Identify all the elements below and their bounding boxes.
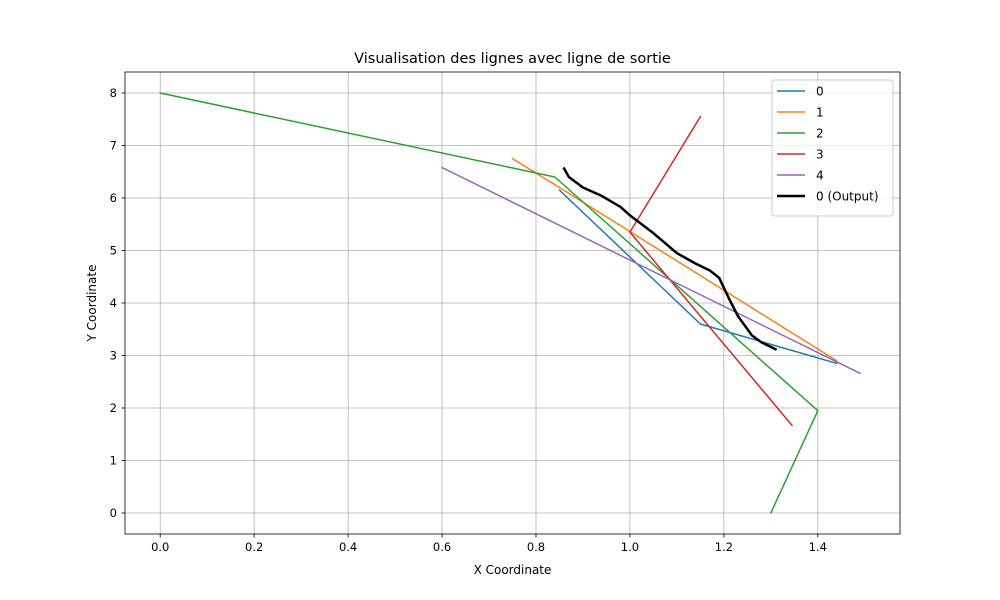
- y-tick-label: 4: [110, 296, 117, 310]
- legend-label-0: 0: [816, 85, 824, 99]
- legend: 0 1 2 3 4 0 (Output): [771, 79, 894, 217]
- series-line-3: [629, 115, 794, 427]
- x-tick-label: 0.8: [527, 540, 545, 554]
- y-tick-label: 0: [110, 506, 117, 520]
- legend-label-4: 4: [816, 169, 824, 183]
- series-line-0: [558, 189, 838, 365]
- legend-label-2: 2: [816, 127, 824, 141]
- x-axis-ticks: 0.0 0.2 0.4 0.6 0.8 1.0 1.2 1.4: [151, 534, 827, 554]
- series-group: [159, 92, 862, 514]
- legend-label-1: 1: [816, 106, 824, 120]
- legend-label-5: 0 (Output): [816, 190, 879, 204]
- y-tick-label: 3: [110, 349, 117, 363]
- series-line-1: [511, 157, 838, 362]
- x-tick-label: 0.4: [339, 540, 357, 554]
- x-tick-label: 1.2: [715, 540, 733, 554]
- legend-label-3: 3: [816, 148, 824, 162]
- y-tick-label: 1: [110, 454, 117, 468]
- y-axis-ticks: 0 1 2 3 4 5 6 7 8: [110, 86, 125, 520]
- y-axis-label: Y Coordinate: [85, 265, 99, 343]
- legend-box: [771, 79, 894, 217]
- y-tick-label: 8: [110, 86, 117, 100]
- x-tick-label: 0.0: [151, 540, 169, 554]
- x-tick-label: 1.4: [809, 540, 827, 554]
- series-line-5: [562, 166, 778, 351]
- x-tick-label: 0.6: [433, 540, 451, 554]
- y-tick-label: 7: [110, 139, 117, 153]
- chart-title: Visualisation des lignes avec ligne de s…: [354, 51, 671, 67]
- series-line-2: [159, 92, 819, 514]
- y-tick-label: 5: [110, 244, 117, 258]
- x-tick-label: 0.2: [245, 540, 263, 554]
- x-tick-label: 1.0: [621, 540, 639, 554]
- y-tick-label: 2: [110, 401, 117, 415]
- y-tick-label: 6: [110, 191, 117, 205]
- series-line-4: [441, 166, 862, 375]
- x-axis-label: X Coordinate: [474, 563, 552, 577]
